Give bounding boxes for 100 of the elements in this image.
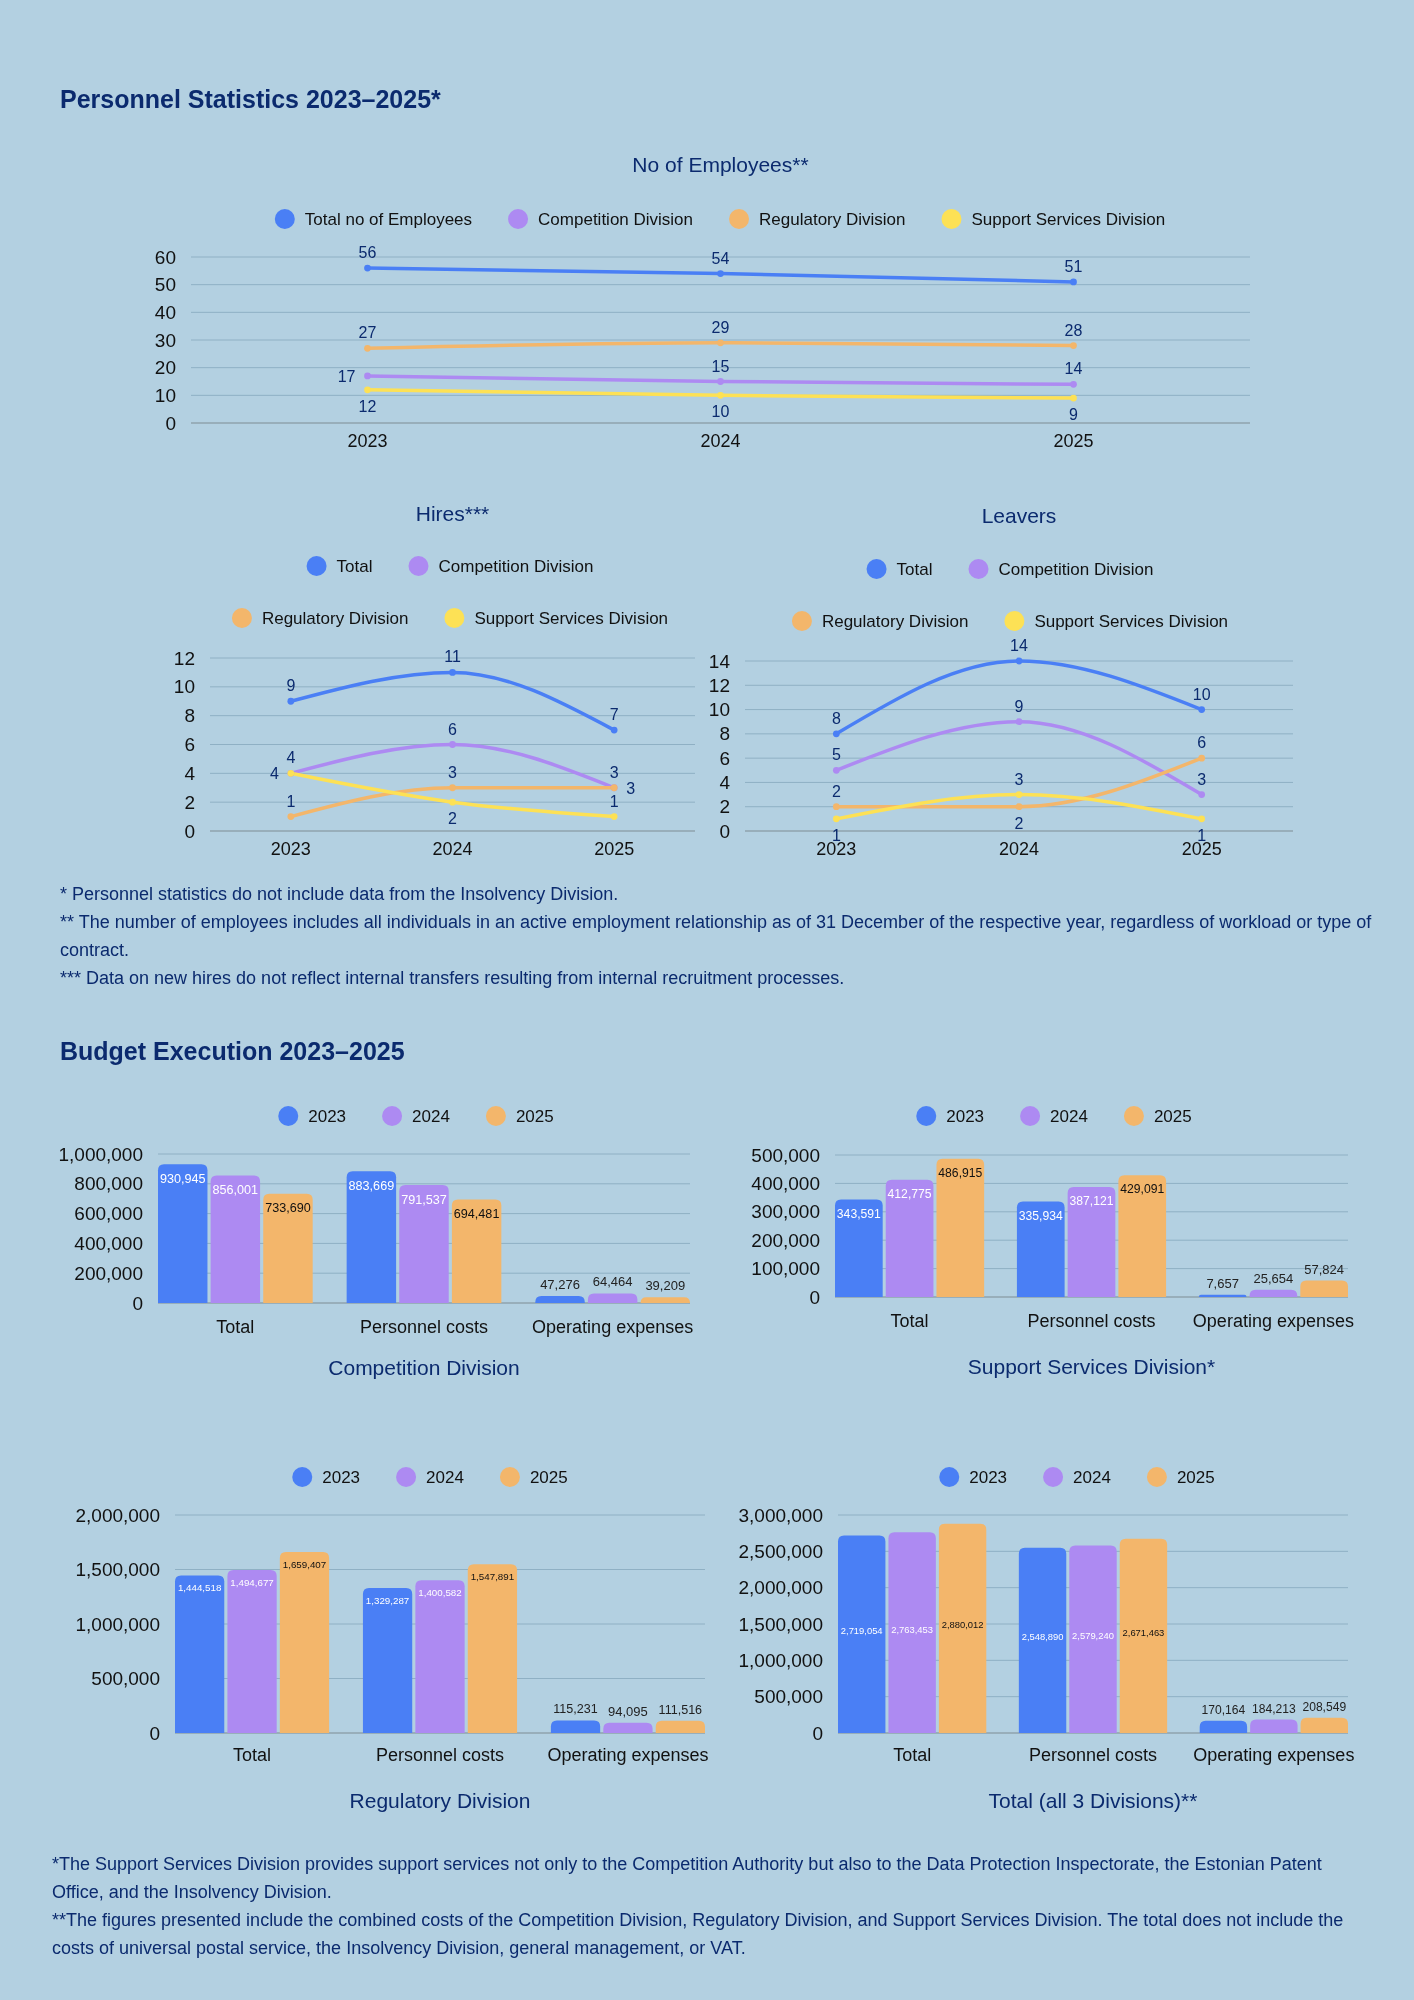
x-tick-label: 2024 — [432, 839, 473, 859]
data-label: 170,164 — [1201, 1702, 1246, 1717]
data-label: 1 — [609, 792, 619, 810]
text: Budget Execution 2023–2025 — [60, 1037, 405, 1065]
data-label: 3 — [448, 763, 458, 781]
data-label: 15 — [711, 357, 730, 375]
bar — [346, 1171, 397, 1303]
y-tick-label: 500,000 — [754, 1686, 823, 1708]
point — [717, 270, 724, 277]
y-tick-label: 1,000,000 — [738, 1649, 823, 1671]
text: *The Support Services Division provides support services not only to the Competition Authority but also to the Data Protection Inspectorate, the Estonian Patent Office, and the Insolvency Division. — [52, 1854, 1322, 1902]
data-label: 10 — [1192, 685, 1211, 703]
data-label: 1,400,582 — [418, 1587, 462, 1599]
data-label: 7 — [609, 706, 619, 724]
legend-label: 2025 — [1176, 1468, 1215, 1487]
y-tick-label: 200,000 — [74, 1262, 143, 1284]
data-label: 486,915 — [938, 1165, 983, 1180]
point — [832, 730, 840, 738]
y-tick-label: 10 — [708, 699, 730, 721]
data-label: 412,775 — [887, 1186, 932, 1201]
legend-label: Competition Division — [998, 560, 1154, 579]
data-label: 28 — [1064, 321, 1083, 339]
legend-label: Total — [896, 560, 933, 579]
bar — [279, 1552, 330, 1733]
bar — [1018, 1547, 1067, 1733]
text: *** Data on new hires do not reflect internal transfers resulting from internal recruitment processes. — [60, 968, 845, 988]
bar — [535, 1295, 585, 1303]
bar — [1300, 1280, 1348, 1297]
point — [1015, 718, 1023, 726]
x-tick-label: 2023 — [270, 839, 311, 859]
x-tick-label: Total — [216, 1317, 255, 1337]
y-tick-label: 1,500,000 — [738, 1613, 823, 1635]
data-label: 1,494,677 — [230, 1576, 274, 1588]
point — [717, 339, 724, 347]
text: Regulatory Division — [349, 1789, 531, 1812]
bar — [888, 1532, 936, 1733]
text: * Personnel statistics do not include data from the Insolvency Division. — [60, 884, 619, 904]
y-tick-label: 100,000 — [751, 1258, 820, 1280]
y-tick-label: 400,000 — [751, 1172, 820, 1194]
data-label: 47,276 — [540, 1276, 580, 1292]
legend-label: Total — [336, 557, 373, 576]
point — [1015, 803, 1023, 811]
y-tick-label: 6 — [184, 734, 195, 756]
data-label: 17 — [337, 367, 356, 385]
chart-title: Leavers — [981, 504, 1057, 527]
legend-label: 2024 — [412, 1107, 450, 1126]
y-tick-label: 50 — [154, 274, 176, 296]
data-label: 694,481 — [453, 1207, 500, 1222]
bar — [938, 1523, 987, 1733]
y-tick-label: 500,000 — [751, 1144, 820, 1166]
x-tick-label: 2024 — [700, 431, 741, 451]
bar — [415, 1580, 465, 1733]
y-tick-label: 10 — [154, 384, 176, 406]
data-label: 9 — [286, 677, 296, 695]
bar — [1300, 1717, 1348, 1733]
data-label: 208,549 — [1302, 1699, 1347, 1714]
y-tick-label: 0 — [165, 412, 176, 434]
y-tick-label: 0 — [184, 820, 195, 842]
data-label: 184,213 — [1252, 1701, 1296, 1716]
data-label: 1,659,407 — [282, 1558, 327, 1570]
bar — [362, 1588, 413, 1733]
legend-label: Competition Division — [538, 210, 694, 229]
point — [364, 264, 371, 272]
point — [1070, 380, 1077, 388]
data-label: 4 — [269, 765, 279, 783]
y-tick-label: 4 — [184, 762, 196, 784]
bar — [467, 1564, 518, 1733]
y-tick-label: 1,000,000 — [75, 1613, 160, 1635]
point — [717, 391, 724, 399]
y-tick-label: 2,000,000 — [75, 1504, 160, 1526]
legend-label: 2023 — [322, 1468, 361, 1487]
bar — [1250, 1719, 1298, 1733]
y-tick-label: 30 — [154, 329, 176, 351]
bar — [210, 1175, 261, 1303]
bar — [1067, 1187, 1116, 1297]
y-tick-label: 3,000,000 — [738, 1504, 823, 1526]
bar — [1119, 1538, 1168, 1733]
bar — [227, 1570, 277, 1733]
legend-label: 2023 — [969, 1468, 1008, 1487]
legend-label: 2023 — [308, 1107, 347, 1126]
data-label: 29 — [711, 318, 730, 336]
legend-label: Total no of Employees — [304, 210, 473, 229]
bar — [936, 1158, 985, 1297]
point — [449, 669, 456, 676]
data-label: 3 — [626, 779, 636, 797]
text: **The figures presented include the combined costs of the Competition Division, Regulatory Division, and Support Services Division. The total does not include the costs of universal postal service, the Insolvency Division, general management, or VAT. — [52, 1910, 1344, 1958]
y-tick-label: 1,500,000 — [75, 1559, 160, 1581]
point — [1015, 657, 1023, 665]
data-label: 94,095 — [608, 1703, 648, 1719]
bar — [587, 1293, 638, 1303]
x-tick-label: Total — [233, 1745, 272, 1765]
x-tick-label: Personnel costs — [359, 1317, 489, 1337]
y-tick-label: 0 — [809, 1286, 820, 1308]
data-label: 111,516 — [658, 1702, 703, 1717]
data-label: 2,671,463 — [1122, 1626, 1165, 1638]
bar — [1249, 1289, 1298, 1297]
bar — [885, 1179, 934, 1297]
data-label: 1,547,891 — [470, 1571, 515, 1583]
y-tick-label: 10 — [173, 676, 195, 698]
legend-label: Support Services Division — [1034, 612, 1229, 631]
